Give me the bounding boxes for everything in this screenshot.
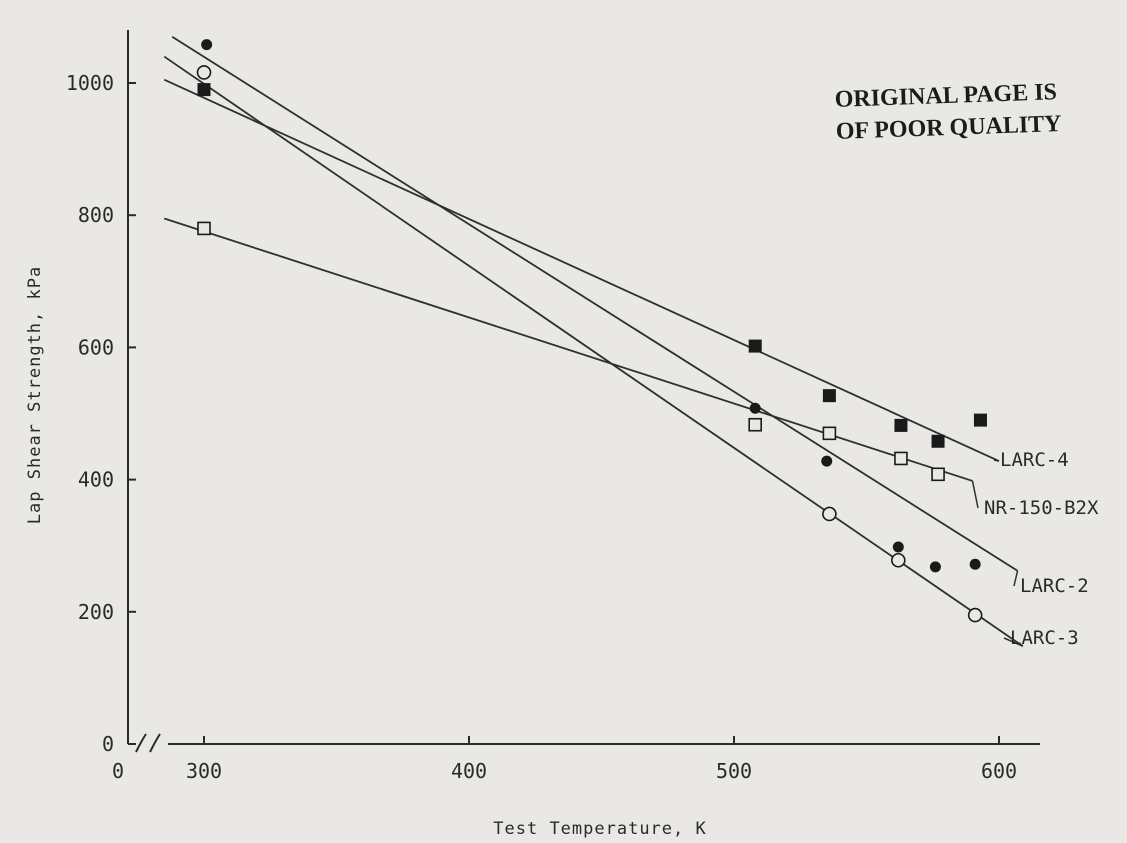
data-point bbox=[931, 434, 945, 448]
data-point bbox=[197, 83, 211, 97]
fit-line bbox=[163, 55, 1024, 647]
data-point bbox=[929, 561, 941, 573]
data-point bbox=[894, 418, 908, 432]
x-tick-label: 0 bbox=[112, 759, 124, 783]
data-point bbox=[969, 558, 981, 570]
data-point bbox=[822, 426, 837, 441]
data-point bbox=[201, 39, 213, 51]
data-point bbox=[821, 455, 833, 467]
data-point bbox=[892, 541, 904, 553]
stamp-line-1: ORIGINAL PAGE IS bbox=[834, 79, 1057, 113]
data-point bbox=[890, 552, 906, 568]
data-point bbox=[749, 402, 761, 414]
series-label: NR-150-B2X bbox=[984, 497, 1099, 519]
original-page-stamp: ORIGINAL PAGE IS OF POOR QUALITY bbox=[834, 79, 1062, 145]
x-tick-label: 500 bbox=[716, 759, 752, 783]
y-tick-label: 800 bbox=[78, 203, 114, 227]
y-tick-label: 200 bbox=[78, 600, 114, 624]
series-leader-line bbox=[993, 459, 1000, 462]
y-tick-label: 600 bbox=[78, 335, 114, 359]
data-point bbox=[967, 607, 983, 623]
fit-line bbox=[163, 78, 1000, 462]
axis-break-mark bbox=[135, 733, 147, 753]
data-point bbox=[822, 506, 837, 522]
x-tick-label: 600 bbox=[981, 759, 1017, 783]
x-axis-title: Test Temperature, K bbox=[493, 819, 706, 839]
y-tick-label: 0 bbox=[102, 732, 114, 756]
axis-break-mark bbox=[149, 733, 161, 753]
x-tick-label: 300 bbox=[186, 759, 222, 783]
series-label: LARC-4 bbox=[1000, 449, 1069, 471]
data-point bbox=[197, 221, 211, 236]
y-tick-label: 1000 bbox=[66, 71, 114, 95]
fit-line bbox=[163, 217, 973, 482]
series-label: LARC-2 bbox=[1020, 575, 1089, 597]
data-point bbox=[748, 417, 763, 432]
series-leader-line bbox=[1003, 637, 1024, 647]
data-point bbox=[973, 413, 987, 427]
fit-line bbox=[171, 35, 1019, 572]
data-point bbox=[931, 467, 945, 482]
series-labels: LARC-4 NR-150-B2X LARC-2 LARC-3 bbox=[971, 449, 1099, 649]
data-point bbox=[894, 451, 908, 466]
series-label: LARC-3 bbox=[1010, 627, 1079, 649]
fit-lines bbox=[163, 35, 1024, 647]
series-leader-line bbox=[1013, 570, 1019, 587]
x-tick-label: 400 bbox=[451, 759, 487, 783]
y-tick-label: 400 bbox=[78, 468, 114, 492]
data-points bbox=[196, 39, 987, 623]
axes: 0 200 400 600 800 1000 0 300 400 500 600 bbox=[66, 30, 1040, 783]
series-leader-line bbox=[971, 480, 979, 509]
data-point bbox=[748, 339, 762, 353]
stamp-line-2: OF POOR QUALITY bbox=[835, 111, 1062, 145]
data-point bbox=[196, 65, 212, 80]
y-axis-title: Lap Shear Strength, kPa bbox=[25, 266, 45, 524]
data-point bbox=[822, 389, 836, 403]
